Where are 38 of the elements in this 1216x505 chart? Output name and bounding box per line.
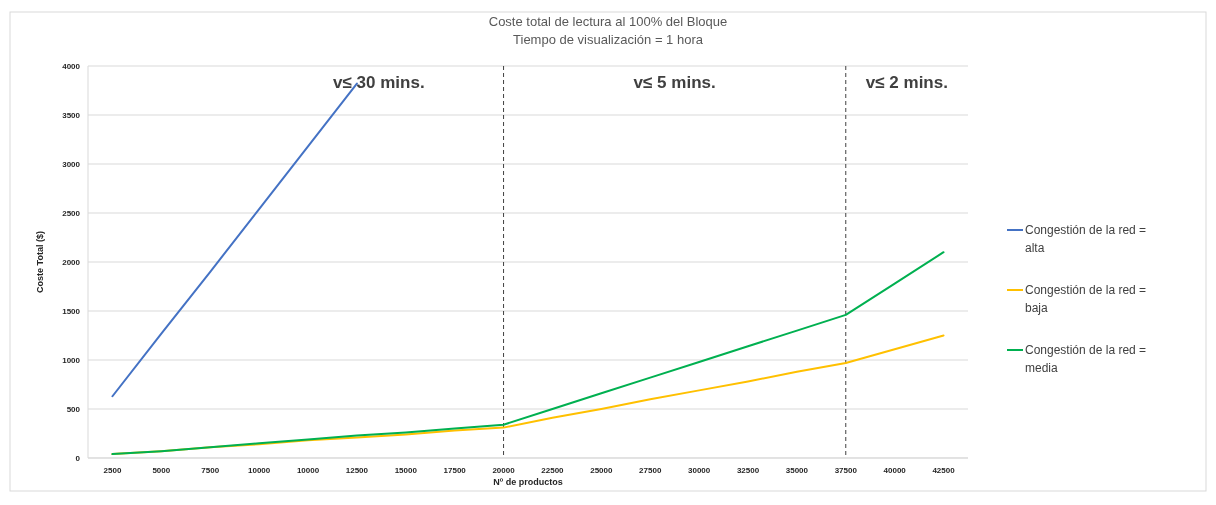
- x-tick-label: 12500: [345, 466, 369, 475]
- x-tick-label: 10000: [247, 466, 271, 475]
- annotation: v≤ 5 mins.: [633, 73, 716, 92]
- x-tick-label: 37500: [834, 466, 858, 475]
- y-tick-label: 0: [75, 453, 81, 463]
- x-tick-label: 20000: [492, 466, 516, 475]
- x-tick-label: 32500: [736, 466, 760, 475]
- chart-title: Coste total de lectura al 100% del Bloque: [488, 14, 728, 29]
- y-tick-label: 500: [66, 404, 81, 414]
- y-tick-label: 1000: [62, 355, 81, 365]
- x-tick-label: 35000: [785, 466, 809, 475]
- x-tick-label: 17500: [443, 466, 467, 475]
- chart-subtitle: Tiempo de visualización = 1 hora: [513, 32, 704, 47]
- y-tick-label: 3000: [62, 159, 81, 169]
- legend-label: Congestión de la red = alta: [1025, 223, 1147, 256]
- x-tick-label: 27500: [639, 466, 662, 475]
- line-series: [111, 251, 945, 456]
- x-tick-label: 22500: [541, 466, 565, 475]
- x-tick-label: 42500: [932, 466, 956, 475]
- x-tick-label: 15000: [394, 466, 418, 475]
- y-tick-label: 4000: [62, 61, 81, 71]
- x-tick-label: 25000: [590, 466, 614, 475]
- x-tick-label: 40000: [883, 466, 907, 475]
- x-tick-label: 5000: [152, 466, 171, 475]
- y-tick-label: 2500: [62, 208, 81, 218]
- y-tick-label: 1500: [62, 306, 81, 316]
- annotation: v≤ 2 mins.: [865, 73, 948, 92]
- y-tick-label: 3500: [62, 110, 81, 120]
- legend-label: Congestión de la red = media: [1025, 343, 1147, 376]
- x-tick-label: 10000: [296, 466, 320, 475]
- legend-label: Congestión de la red = baja: [1025, 283, 1147, 316]
- x-tick-label: 30000: [687, 466, 711, 475]
- annotation: v≤ 30 mins.: [333, 73, 425, 92]
- y-axis-title: Coste Total ($): [35, 231, 45, 293]
- x-tick-label: 2500: [103, 466, 122, 475]
- y-tick-label: 2000: [62, 257, 81, 267]
- x-tick-label: 7500: [201, 466, 220, 475]
- x-axis-title: Nº de productos: [493, 477, 563, 487]
